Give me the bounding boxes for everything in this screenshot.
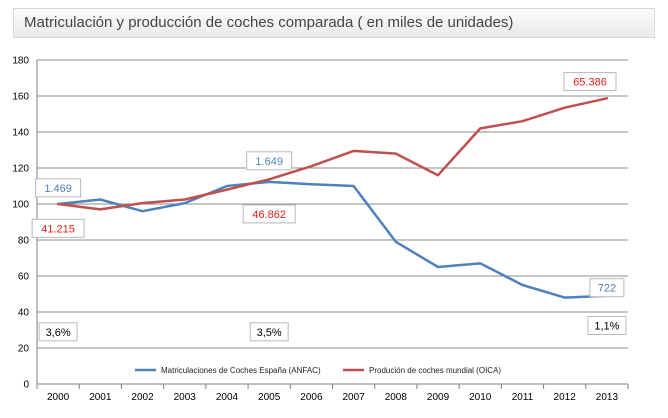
annotation-label: 722: [598, 283, 616, 295]
annotation-label: 1.469: [44, 183, 72, 195]
annotation-label: 1,1%: [594, 321, 619, 333]
annotation-label: 46.862: [252, 209, 286, 221]
x-tick-label: 2013: [596, 392, 619, 403]
annotation-box: [35, 178, 82, 198]
annotation-box: [38, 322, 78, 342]
x-tick-label: 2001: [89, 392, 112, 403]
y-tick-label: 180: [12, 56, 29, 67]
annotation-box: [31, 218, 85, 238]
x-tick-label: 2011: [512, 392, 534, 403]
y-tick-label: 80: [18, 236, 30, 247]
annotation-label: 1.649: [255, 156, 283, 168]
series-line-2: [56, 97, 609, 211]
y-tick-label: 140: [12, 128, 29, 139]
series-line-1: [56, 180, 609, 299]
legend-label: Matriculaciones de Coches España (ANFAC): [161, 366, 321, 375]
y-tick-label: 160: [12, 92, 29, 103]
x-tick-label: 2006: [300, 392, 323, 403]
y-tick-label: 60: [18, 272, 30, 283]
annotation-box: [249, 322, 289, 342]
x-tick-label: 2005: [258, 392, 281, 403]
x-tick-label: 2003: [174, 392, 197, 403]
y-tick-label: 100: [12, 200, 29, 211]
x-tick-label: 2012: [554, 392, 577, 403]
x-tick-label: 2009: [427, 392, 450, 403]
annotation-box: [242, 204, 296, 224]
annotation-label: 65.386: [573, 77, 607, 89]
annotation-box: [246, 151, 293, 171]
x-tick-label: 2010: [469, 392, 492, 403]
y-tick-label: 0: [23, 380, 29, 391]
y-tick-label: 120: [12, 164, 29, 175]
legend-label: Produción de coches mundial (OICA): [369, 366, 501, 375]
y-tick-label: 20: [18, 344, 30, 355]
annotation-box: [587, 316, 627, 335]
chart-title: Matriculación y producción de coches com…: [24, 14, 514, 31]
annotation-label: 41.215: [41, 223, 75, 235]
annotation-label: 3,5%: [257, 327, 282, 339]
x-tick-label: 2004: [216, 392, 239, 403]
chart-title-bar: Matriculación y producción de coches com…: [13, 8, 655, 38]
y-tick-label: 40: [18, 308, 30, 319]
annotation-box: [563, 72, 617, 92]
x-tick-label: 2007: [342, 392, 365, 403]
x-tick-label: 2008: [385, 392, 408, 403]
x-tick-label: 2002: [131, 392, 154, 403]
x-tick-label: 2000: [47, 392, 70, 403]
annotation-label: 3,6%: [46, 327, 71, 339]
annotation-box: [589, 278, 625, 298]
